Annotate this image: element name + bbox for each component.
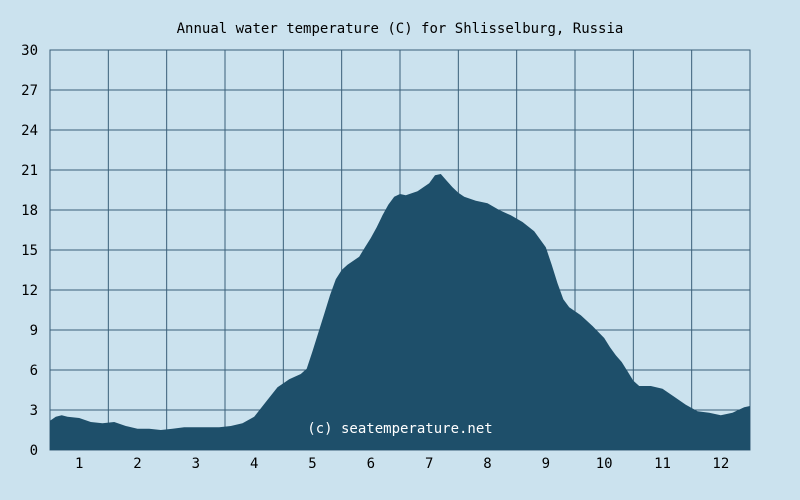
x-tick-label: 12 (712, 456, 729, 472)
temperature-area (50, 174, 750, 450)
x-tick-label: 1 (75, 456, 83, 472)
x-axis-ticks: 1 2 3 4 5 6 7 8 9 10 11 12 (75, 456, 729, 472)
y-tick-label: 18 (21, 203, 38, 219)
x-tick-label: 2 (133, 456, 141, 472)
y-tick-label: 30 (21, 43, 38, 59)
x-tick-label: 10 (596, 456, 613, 472)
y-tick-label: 6 (30, 363, 38, 379)
x-tick-label: 3 (192, 456, 200, 472)
x-tick-label: 8 (483, 456, 491, 472)
x-tick-label: 6 (367, 456, 375, 472)
y-tick-label: 12 (21, 283, 38, 299)
y-tick-label: 27 (21, 83, 38, 99)
x-tick-label: 4 (250, 456, 258, 472)
x-tick-label: 11 (654, 456, 671, 472)
x-tick-label: 7 (425, 456, 433, 472)
y-tick-label: 24 (21, 123, 38, 139)
y-axis-ticks: 0 3 6 9 12 15 18 21 24 27 30 (21, 43, 38, 459)
chart-title: Annual water temperature (C) for Shlisse… (177, 21, 624, 37)
y-tick-label: 15 (21, 243, 38, 259)
x-tick-label: 5 (308, 456, 316, 472)
y-tick-label: 9 (30, 323, 38, 339)
x-tick-label: 9 (542, 456, 550, 472)
watermark: (c) seatemperature.net (307, 421, 492, 437)
y-tick-label: 21 (21, 163, 38, 179)
y-tick-label: 3 (30, 403, 38, 419)
y-tick-label: 0 (30, 443, 38, 459)
